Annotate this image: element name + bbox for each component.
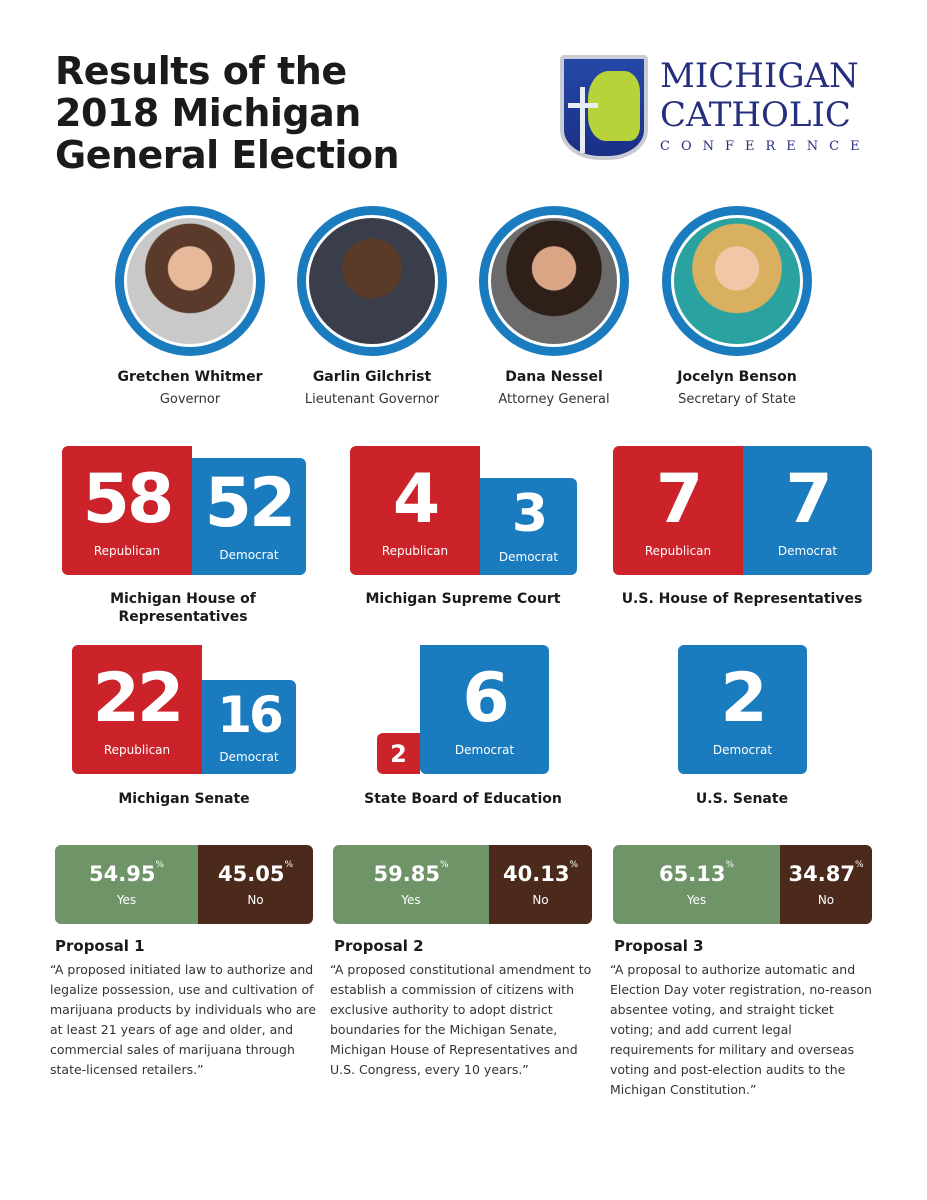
party-label: Democrat — [454, 743, 515, 757]
democrat-seats: 6 Democrat — [420, 645, 549, 774]
yes-label: Yes — [116, 893, 137, 907]
seat-count: 6 — [462, 659, 509, 738]
title-line: 2018 Michigan — [55, 91, 361, 135]
yes-percent: 54.95 — [89, 862, 156, 886]
percent-sign: % — [725, 860, 734, 870]
portrait-whitmer — [115, 206, 265, 356]
yes-percent: 59.85 — [373, 862, 440, 886]
candidate-office: Lieutenant Governor — [304, 392, 440, 407]
no-result: 45.05% No — [198, 845, 313, 924]
percent-sign: % — [439, 860, 449, 870]
body-label: Michigan House of Representatives — [110, 591, 256, 625]
seat-count: 22 — [92, 659, 185, 738]
yes-label: Yes — [401, 893, 421, 907]
democrat-seats: 2 Democrat — [678, 645, 807, 774]
portrait-gilchrist — [297, 206, 447, 356]
portrait-benson — [662, 206, 812, 356]
no-label: No — [532, 893, 549, 907]
democrat-seats: 52 Democrat — [192, 458, 306, 575]
republican-seats: 4 Republican — [350, 446, 480, 575]
title-line: General Election — [55, 133, 400, 177]
proposal-text: “A proposal to authorize automatic and E… — [610, 962, 872, 1097]
party-label: Republican — [103, 743, 171, 757]
michigan-catholic-conference-logo: MICHIGAN CATHOLIC CONFERENCE — [560, 55, 890, 165]
yes-label: Yes — [686, 893, 707, 907]
party-label: Democrat — [777, 544, 838, 558]
no-percent: 34.87 — [788, 862, 855, 886]
seat-count: 7 — [785, 460, 832, 539]
logo-text: CATHOLIC — [660, 95, 851, 135]
no-result: 40.13% No — [489, 845, 592, 924]
party-label: Democrat — [712, 743, 773, 757]
no-percent: 40.13 — [503, 862, 570, 886]
candidate-name: Dana Nessel — [505, 369, 603, 385]
seat-count: 7 — [655, 460, 703, 539]
percent-sign: % — [284, 860, 293, 870]
party-label: Democrat — [219, 750, 279, 764]
yes-result: 65.13% Yes — [613, 845, 780, 924]
party-label: Democrat — [219, 548, 279, 562]
proposal-title: Proposal 1 — [55, 937, 145, 955]
logo-text: MICHIGAN — [660, 56, 859, 96]
proposal-title: Proposal 3 — [614, 937, 704, 955]
seat-count: 52 — [204, 464, 297, 543]
democrat-seats: 7 Democrat — [743, 446, 872, 575]
seat-count: 4 — [392, 460, 440, 539]
yes-result: 54.95% Yes — [55, 845, 198, 924]
republican-seats: 22 Republican — [72, 645, 202, 774]
no-result: 34.87% No — [780, 845, 872, 924]
seat-count: 3 — [511, 484, 548, 544]
candidate-office: Attorney General — [498, 392, 610, 407]
republican-seats: 58 Republican — [62, 446, 192, 575]
republican-seats: 2 — [377, 733, 420, 774]
party-label: Republican — [93, 544, 161, 558]
candidate-name: Gretchen Whitmer — [117, 369, 263, 385]
logo-text: CONFERENCE — [660, 139, 871, 154]
body-label: State Board of Education — [364, 791, 562, 807]
portrait-nessel — [479, 206, 629, 356]
democrat-seats: 16 Democrat — [202, 680, 296, 774]
seat-count: 2 — [390, 740, 407, 768]
proposal-title: Proposal 2 — [334, 937, 424, 955]
body-label: Michigan Senate — [118, 791, 250, 807]
party-label: Democrat — [498, 550, 559, 564]
yes-result: 59.85% Yes — [333, 845, 489, 924]
seat-count: 16 — [217, 686, 284, 744]
candidate-office: Secretary of State — [678, 392, 796, 407]
no-percent: 45.05 — [218, 862, 285, 886]
seat-count: 58 — [82, 460, 175, 539]
proposal-text: “A proposed constitutional amendment to … — [330, 962, 592, 1077]
body-label: U.S. Senate — [695, 791, 789, 807]
yes-percent: 65.13 — [659, 862, 726, 886]
title-line: Results of the — [55, 49, 347, 93]
candidate-office: Governor — [159, 392, 221, 407]
percent-sign: % — [569, 860, 578, 870]
body-label: U.S. House of Representatives — [621, 591, 863, 607]
percent-sign: % — [155, 860, 164, 870]
page-title: Results of the 2018 Michigan General Ele… — [55, 49, 400, 177]
candidate-name: Garlin Gilchrist — [312, 369, 432, 385]
party-label: Republican — [381, 544, 449, 558]
proposal-text: “A proposed initiated law to authorize a… — [50, 962, 317, 1077]
candidate-name: Jocelyn Benson — [677, 369, 797, 385]
no-label: No — [247, 893, 264, 907]
shield-icon — [560, 55, 648, 160]
party-label: Republican — [644, 544, 712, 558]
democrat-seats: 3 Democrat — [480, 478, 577, 575]
republican-seats: 7 Republican — [613, 446, 743, 575]
percent-sign: % — [854, 860, 864, 870]
body-label: Michigan Supreme Court — [365, 591, 561, 607]
no-label: No — [817, 893, 835, 907]
seat-count: 2 — [720, 659, 767, 738]
